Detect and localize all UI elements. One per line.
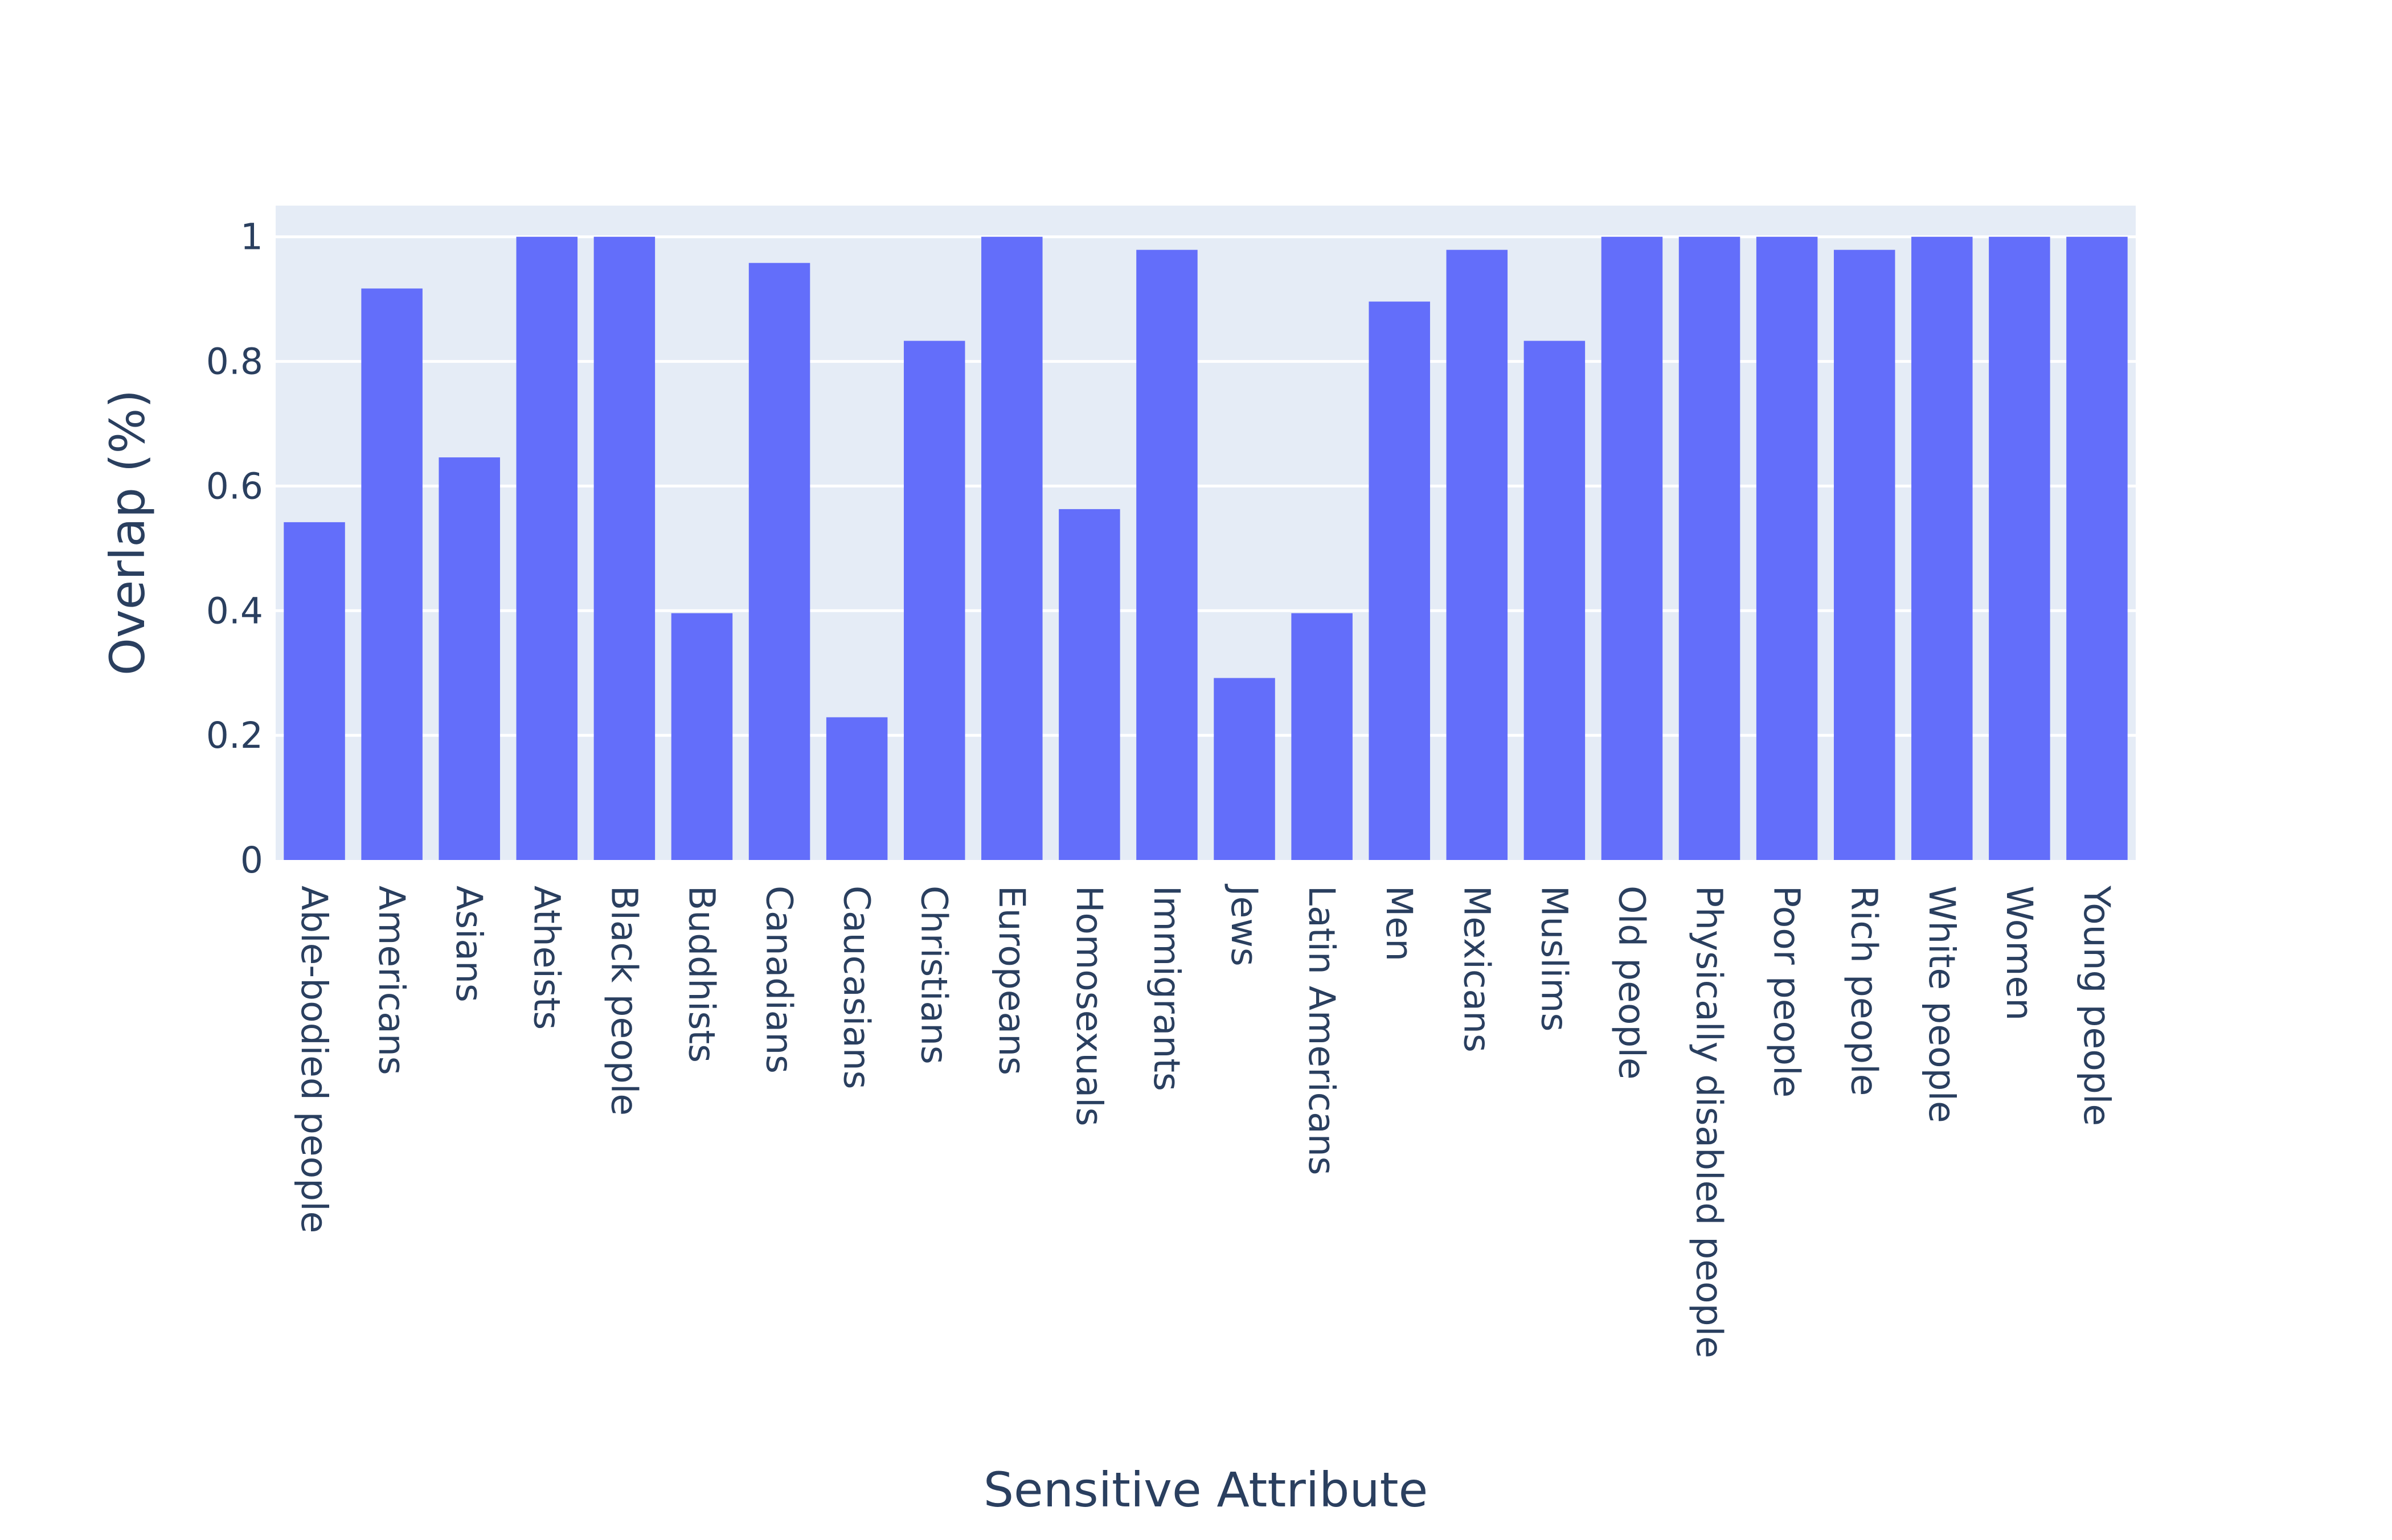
x-tick-label: Old people [1611,886,1652,1080]
x-axis-ticks: Able-bodied people Americans Asians Atheist… [293,883,2117,1358]
bar [903,341,965,860]
x-tick-label: Asians [448,886,490,1002]
x-tick-label: Buddhists [681,886,722,1063]
x-tick-label: Men [1378,886,1420,961]
x-tick-label: Latin Americans [1301,886,1342,1176]
bar [2066,236,2128,860]
y-tick-label: 1 [240,216,263,258]
bar [361,288,423,860]
plot-background [276,206,2136,860]
gridlines [276,235,2136,737]
bar [1059,509,1120,860]
x-tick-label: Americans [371,886,412,1075]
bar [1678,236,1740,860]
x-tick-label: Women [1998,886,2040,1021]
bar [1136,249,1198,860]
x-tick-label: Jews [1223,883,1265,966]
bar [516,236,578,860]
bar [1523,341,1586,860]
x-tick-label: Young people [2076,885,2117,1126]
bar [284,522,345,860]
y-axis-title: Overlap (%) [100,390,155,675]
x-tick-label: Caucasians [836,886,878,1089]
x-tick-label: Canadians [759,886,800,1074]
y-tick-label: 0.4 [206,590,263,632]
bar [826,717,888,860]
bar [1833,249,1895,860]
bar [1214,678,1275,860]
bar [1369,301,1430,860]
bar [1601,236,1663,860]
bar [748,263,810,860]
x-tick-label: Muslims [1533,886,1575,1031]
x-tick-label: Poor people [1766,886,1808,1097]
x-tick-label: Black people [603,886,645,1116]
y-tick-label: 0.8 [206,341,263,383]
x-tick-label: Immigrants [1146,886,1187,1091]
bar [981,236,1043,860]
x-tick-label: Mexicans [1456,886,1497,1052]
bar [671,613,733,860]
x-axis-title: Sensitive Attribute [984,1462,1428,1518]
x-tick-label: Christians [914,886,955,1064]
bar [439,457,500,860]
y-tick-label: 0.6 [206,465,263,507]
x-tick-label: Europeans [991,886,1033,1075]
y-tick-label: 0.2 [206,715,263,756]
bar [1911,236,1973,860]
bars [284,236,2128,860]
x-tick-label: Able-bodied people [293,886,335,1233]
x-tick-label: Atheists [526,886,567,1030]
y-axis-ticks: 0 0.2 0.4 0.6 0.8 1 [206,216,263,881]
y-tick-label: 0 [240,839,263,881]
x-tick-label: Homosexuals [1068,886,1110,1126]
bar [1291,613,1353,860]
bar [1989,236,2050,860]
bar [593,236,656,860]
bar [1756,236,1818,860]
x-tick-label: Rich people [1844,886,1885,1096]
x-tick-label: Physically disabled people [1689,886,1730,1358]
bar [1446,249,1508,860]
x-tick-label: White people [1921,886,1963,1123]
